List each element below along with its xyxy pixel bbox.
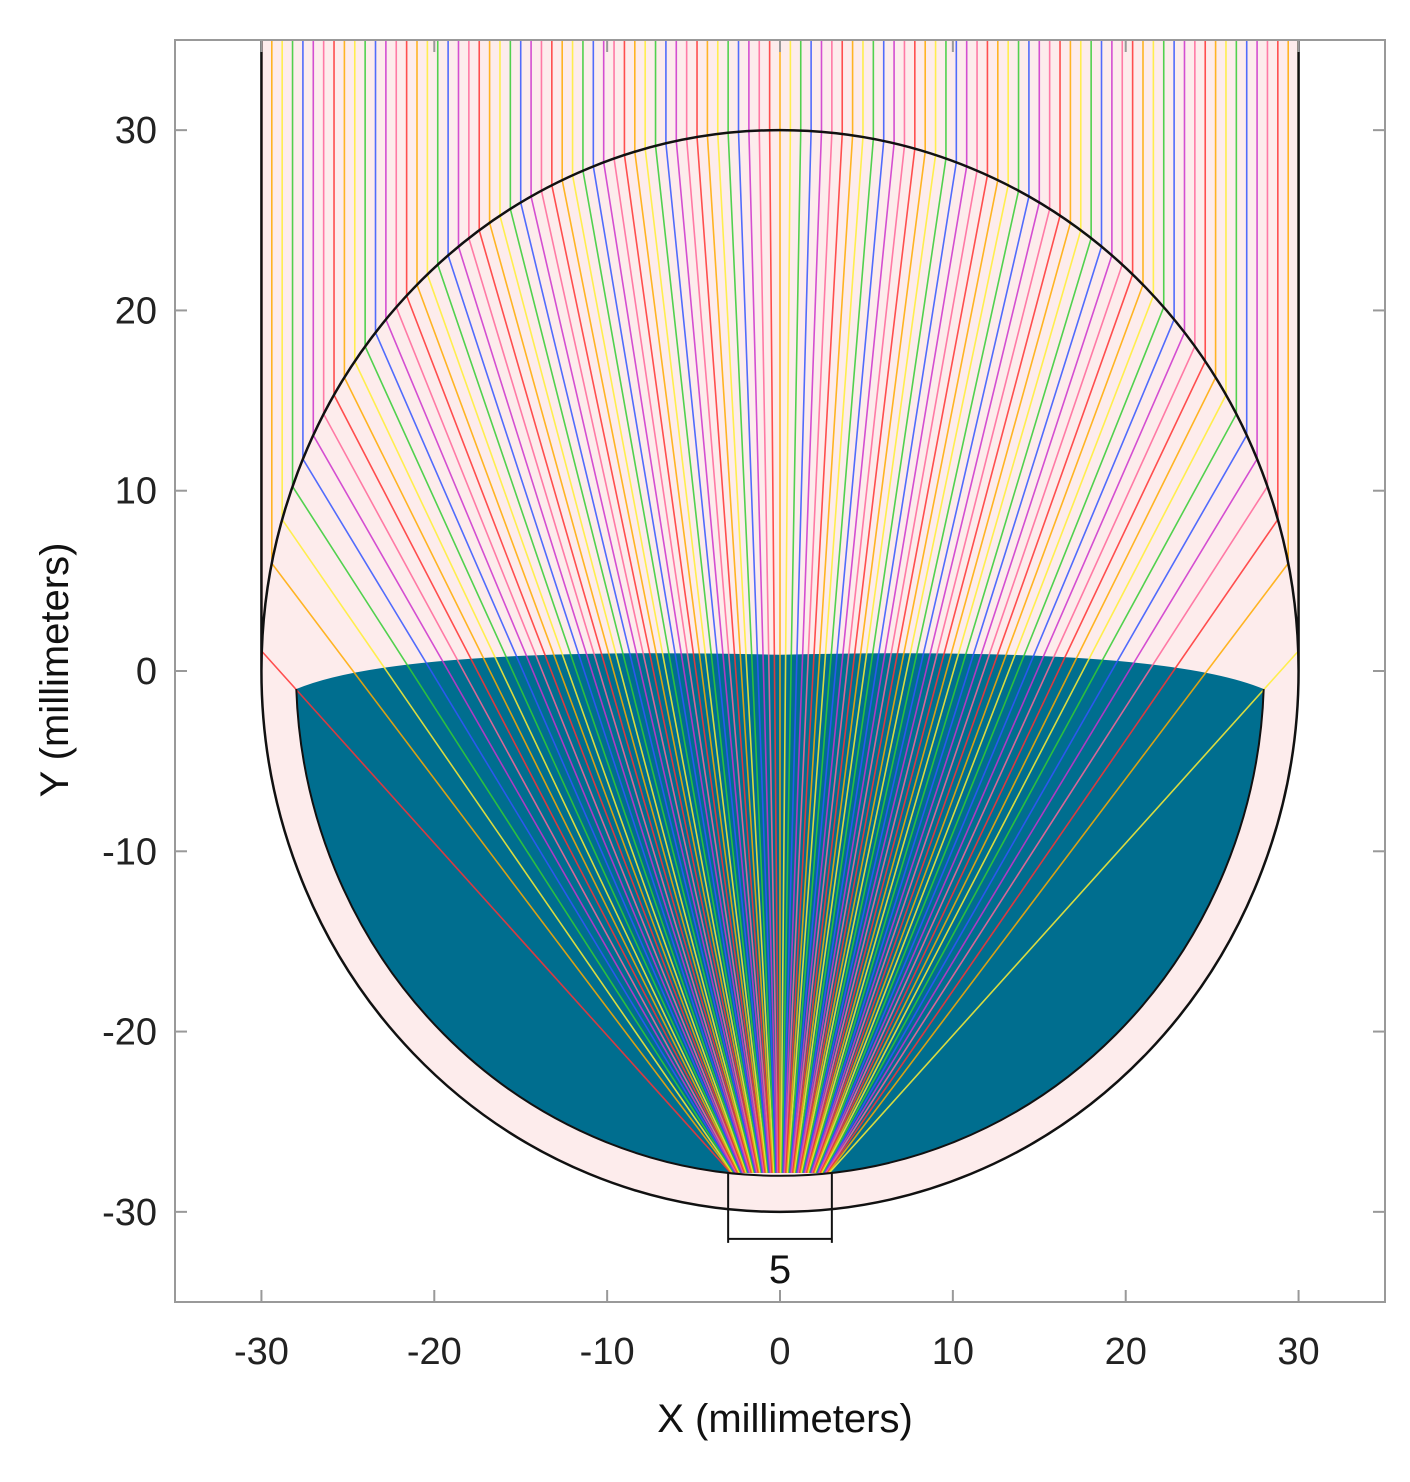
lens-outline (260, 40, 1300, 1213)
x-tick-label: 20 (1105, 1331, 1147, 1373)
x-tick-label: -30 (234, 1331, 289, 1373)
x-tick-label: -20 (407, 1331, 462, 1373)
y-tick-label: 10 (115, 471, 157, 513)
y-tick-labels: -30 -20 -10 0 10 20 30 (102, 110, 157, 1234)
axis-ticks (175, 40, 1385, 1302)
aperture-dimension: 5 (727, 1172, 833, 1292)
y-tick-label: 0 (136, 651, 157, 693)
x-axis-label: X (millimeters) (657, 1397, 913, 1441)
x-tick-label: -10 (580, 1331, 635, 1373)
inner-shell-outline (295, 688, 1265, 1177)
plot-area (260, 40, 1300, 1213)
y-tick-label: 20 (115, 290, 157, 332)
y-tick-label: -30 (102, 1192, 157, 1234)
x-tick-label: 30 (1277, 1331, 1319, 1373)
y-tick-label: 30 (115, 110, 157, 152)
x-tick-label: 0 (769, 1331, 790, 1373)
y-axis-label: Y (millimeters) (33, 543, 77, 798)
aperture-width-label: 5 (769, 1248, 791, 1292)
y-tick-label: -20 (102, 1012, 157, 1054)
x-tick-label: 10 (932, 1331, 974, 1373)
y-tick-label: -10 (102, 831, 157, 873)
x-tick-labels: -30 -20 -10 0 10 20 30 (234, 1331, 1320, 1373)
